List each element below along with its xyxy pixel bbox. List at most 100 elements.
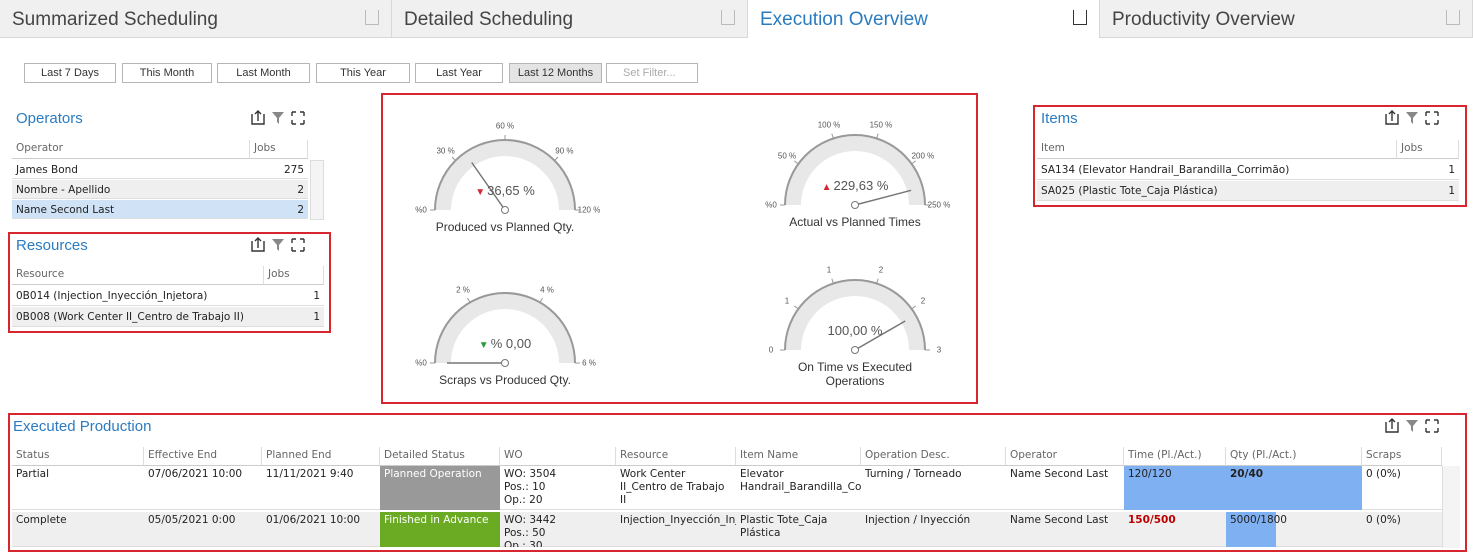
column-header: Operator xyxy=(1006,447,1124,466)
panel-title: Executed Production xyxy=(13,418,152,435)
cell: 20/40 xyxy=(1226,466,1362,510)
cell-line: WO: 3442 xyxy=(504,514,557,526)
row-bg[interactable] xyxy=(12,180,308,199)
gauge-hub xyxy=(851,346,859,354)
gauge-edge xyxy=(434,292,576,364)
cell-line: Pos.: 10 xyxy=(504,481,546,493)
tab[interactable]: Productivity Overview xyxy=(1100,0,1473,38)
panel-tools[interactable] xyxy=(251,110,305,125)
filter-button[interactable]: Last Year xyxy=(415,63,503,83)
cell: SA134 (Elevator Handrail_Barandilla_Corr… xyxy=(1041,164,1290,176)
cell: James Bond xyxy=(16,164,78,176)
gauge-tick-label: 90 % xyxy=(555,146,574,156)
cell: 2 xyxy=(297,184,304,196)
share-icon[interactable] xyxy=(1073,10,1087,25)
column-header: Time (Pl./Act.) xyxy=(1124,447,1226,466)
gauge-needle xyxy=(854,189,912,206)
filter-button[interactable]: This Year xyxy=(316,63,410,83)
gauge-tick xyxy=(794,160,799,165)
row-bg[interactable] xyxy=(1037,181,1459,201)
filter-button[interactable]: Last 7 Days xyxy=(24,63,116,83)
row-bg[interactable] xyxy=(12,160,308,179)
cell: Name Second Last xyxy=(1010,514,1109,526)
panel-tools[interactable] xyxy=(251,237,305,252)
cell: Injection / Inyección xyxy=(865,514,971,526)
cell: 05/05/2021 0:00 xyxy=(148,514,236,526)
gauge-arc xyxy=(435,140,575,211)
gauge-tick xyxy=(911,305,916,310)
gauge-title: On Time vs Executed Operations xyxy=(797,360,913,388)
gauge-needle xyxy=(854,320,906,351)
share-icon[interactable] xyxy=(721,10,735,25)
gauge-tick-label: 6 % xyxy=(582,358,596,368)
cell: WO: 3504 Pos.: 10 Op.: 20 xyxy=(500,466,616,510)
tab-label: Summarized Scheduling xyxy=(12,9,218,30)
cell: Injection_Inyección_Injetora xyxy=(620,514,736,526)
data-bar xyxy=(1226,512,1276,547)
cell: 5000/1800 xyxy=(1230,514,1287,526)
gauge-tick-label: 2 xyxy=(878,265,884,275)
tab-label: Detailed Scheduling xyxy=(404,9,574,30)
filter-button[interactable]: Set Filter... xyxy=(606,63,698,83)
panel-title: Operators xyxy=(16,110,83,127)
cell-line: Op.: 20 xyxy=(504,494,543,506)
filter-button[interactable]: This Month xyxy=(122,63,212,83)
row-bg[interactable] xyxy=(1037,160,1459,180)
share-icon[interactable] xyxy=(365,10,379,25)
tab[interactable]: Summarized Scheduling xyxy=(0,0,392,38)
gauge-readout: 100,00 % xyxy=(828,323,883,338)
cell: 1 xyxy=(313,290,320,302)
column-header: Detailed Status xyxy=(380,447,500,466)
gauge-edge xyxy=(784,279,926,351)
cell: 07/06/2021 10:00 xyxy=(148,468,243,480)
panel-tools[interactable] xyxy=(1385,110,1439,125)
column-header: Item xyxy=(1037,140,1397,159)
gauge-tick-label: 2 % xyxy=(456,285,470,295)
gauge-hub xyxy=(501,206,509,214)
gauge-tick-label: 30 % xyxy=(436,146,455,156)
cell: 0 (0%) xyxy=(1366,468,1401,480)
row-bg[interactable] xyxy=(12,512,1442,547)
row-bg[interactable] xyxy=(12,286,324,306)
panel-outline xyxy=(381,93,978,404)
row-bg[interactable] xyxy=(12,307,324,327)
gauge-value: 100,00 % xyxy=(827,323,883,338)
gauge-tick xyxy=(451,156,456,161)
column-header: Jobs xyxy=(250,140,308,159)
gauge-tick-label: 50 % xyxy=(777,151,797,161)
gauge-title: Produced vs Planned Qty. xyxy=(435,220,575,234)
column-header: Scraps xyxy=(1362,447,1442,466)
tab[interactable]: Execution Overview xyxy=(748,0,1100,38)
column-header: Qty (Pl./Act.) xyxy=(1226,447,1362,466)
panel-outline xyxy=(8,232,331,333)
cell: Work Center II_Centro de Trabajo II xyxy=(620,468,725,506)
cell: Turning / Torneado xyxy=(865,468,962,480)
panel-tools[interactable] xyxy=(1385,418,1439,433)
cell: 0 (0%) xyxy=(1366,514,1401,526)
gauge-edge xyxy=(784,134,926,206)
tab[interactable]: Detailed Scheduling xyxy=(392,0,748,38)
column-header: Status xyxy=(12,447,144,466)
filter-button[interactable]: Last 12 Months xyxy=(509,63,602,83)
gauge-value: 36,65 % xyxy=(487,183,535,198)
gauge-tick-label: 0 xyxy=(768,345,774,355)
cell: 2 xyxy=(297,204,304,216)
share-icon[interactable] xyxy=(1446,10,1460,25)
gauge-tick-label: 1 xyxy=(784,296,790,306)
gauge-value: 229,63 % xyxy=(833,178,889,193)
scrollbar[interactable] xyxy=(310,160,324,220)
cell-line: WO: 3504 xyxy=(504,468,557,480)
cell-line: Op.: 30 xyxy=(504,540,543,547)
gauge-title: Scraps vs Produced Qty. xyxy=(439,373,571,387)
cell: WO: 3442 Pos.: 50 Op.: 30 xyxy=(500,512,616,547)
gauge-tick-label: %0 xyxy=(765,200,777,210)
gauge-tick xyxy=(831,278,834,284)
gauge-arc xyxy=(785,280,925,351)
cell: Plastic Tote_Caja Plástica xyxy=(740,514,828,539)
cell: 0B014 (Injection_Inyección_Injetora) xyxy=(16,290,208,302)
cell: 150/500 xyxy=(1128,514,1176,526)
column-header: WO xyxy=(500,447,616,466)
filter-button[interactable]: Last Month xyxy=(217,63,310,83)
scrollbar[interactable] xyxy=(1442,466,1460,548)
row-bg[interactable] xyxy=(12,200,308,219)
